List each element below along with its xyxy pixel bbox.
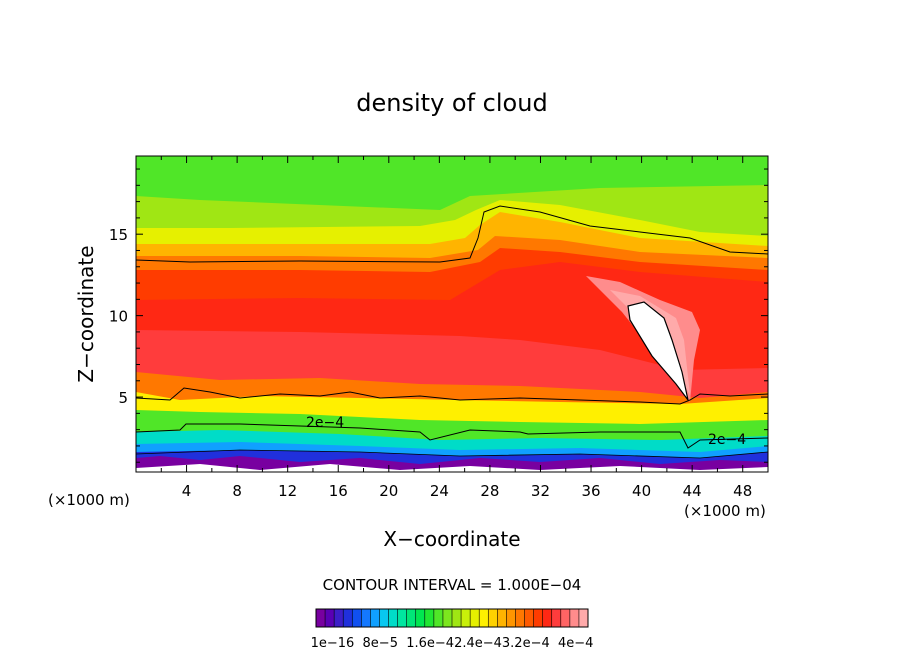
colorbar-swatch: [578, 609, 589, 627]
contour-line-lower: [136, 423, 768, 449]
y-tick-label: 10: [109, 308, 128, 326]
x-tick-label: 40: [632, 482, 651, 500]
x-tick-label: 20: [379, 482, 398, 500]
colorbar-swatch: [497, 609, 507, 627]
colorbar-swatch: [370, 609, 380, 627]
colorbar-swatch: [488, 609, 498, 627]
colorbar-swatch: [515, 609, 525, 627]
x-axis-label: X−coordinate: [383, 527, 520, 551]
colorbar-swatch: [461, 609, 471, 627]
contour-interval-text: CONTOUR INTERVAL = 1.000E−04: [323, 576, 582, 594]
x-tick-label: 4: [182, 482, 192, 500]
contour-label-2e-4-right: 2e−4: [708, 432, 746, 448]
colorbar-swatch: [433, 609, 444, 627]
colorbar-swatch: [415, 609, 426, 627]
colorbar-swatch: [343, 609, 353, 627]
x-unit-right: (×1000 m): [684, 502, 766, 520]
region-lightpink: [610, 290, 690, 395]
band-white-bottom: [136, 464, 768, 472]
x-tick-label: 24: [430, 482, 449, 500]
contour-line-bottom: [136, 449, 768, 459]
x-tick-label: 36: [581, 482, 600, 500]
y-tick-label: 5: [118, 389, 128, 407]
colorbar-swatch: [533, 609, 543, 627]
colorbar-swatch: [470, 609, 480, 627]
contour-line-upper: [136, 205, 768, 263]
colorbar: [315, 608, 589, 628]
colorbar-swatch: [452, 609, 462, 627]
plot-frame: [135, 155, 769, 473]
x-tick-label: 8: [232, 482, 242, 500]
colorbar-swatch: [524, 609, 534, 627]
y-axis-label: Z−coordinate: [74, 245, 98, 382]
x-tick-label: 16: [329, 482, 348, 500]
colorbar-swatch: [406, 609, 417, 627]
colorbar-swatch: [388, 609, 398, 627]
colorbar-swatch: [542, 609, 553, 627]
y-tick-label: 15: [109, 226, 128, 244]
colorbar-swatch: [334, 609, 344, 627]
colorbar-swatch: [352, 609, 362, 627]
x-tick-label: 12: [278, 482, 297, 500]
colorbar-swatch: [397, 609, 407, 627]
x-unit-left: (×1000 m): [48, 491, 130, 509]
contour-line-middle: [136, 387, 768, 405]
colorbar-swatch: [325, 609, 335, 627]
colorbar-swatch: [379, 609, 389, 627]
x-axis: 4 8 12 16 20 24 28 32 36 40 44 48: [160, 156, 752, 500]
colorbar-swatch: [569, 609, 580, 627]
colorbar-swatch: [506, 609, 516, 627]
colorbar-swatch: [316, 609, 326, 627]
colorbar-swatch: [479, 609, 489, 627]
region-white-core: [627, 301, 689, 401]
band-green-top: [136, 156, 768, 210]
colorbar-swatch: [560, 609, 571, 627]
y-axis: 5 10 15: [109, 168, 768, 463]
colorbar-tick-labels: 1e−16 8e−5 1.6e−42.4e−43.2e−4 4e−4: [311, 636, 594, 651]
colorbar-swatch: [551, 609, 562, 627]
contour-field: [136, 156, 768, 472]
colorbar-frame: [315, 608, 589, 628]
colorbar-swatch: [442, 609, 453, 627]
x-tick-label: 44: [683, 482, 702, 500]
colorbar-swatch: [424, 609, 435, 627]
chart-title: density of cloud: [356, 89, 547, 117]
contour-label-2e-4-left: 2e−4: [306, 415, 344, 431]
colorbar-swatch: [361, 609, 371, 627]
x-tick-label: 48: [733, 482, 752, 500]
x-tick-label: 28: [480, 482, 499, 500]
x-tick-label: 32: [531, 482, 550, 500]
